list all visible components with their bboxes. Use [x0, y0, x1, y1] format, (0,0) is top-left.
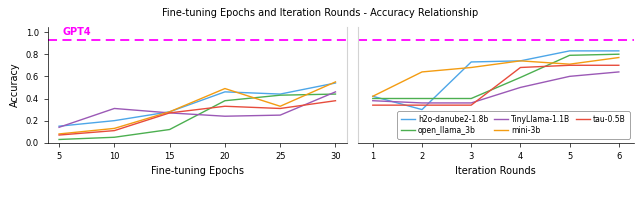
X-axis label: Fine-tuning Epochs: Fine-tuning Epochs: [151, 166, 244, 176]
Text: Fine-tuning Epochs and Iteration Rounds - Accuracy Relationship: Fine-tuning Epochs and Iteration Rounds …: [162, 8, 478, 18]
Y-axis label: Accuracy: Accuracy: [10, 62, 20, 107]
Legend: h2o-danube2-1.8b, open_llama_3b, TinyLlama-1.1B, mini-3b, tau-0.5B: h2o-danube2-1.8b, open_llama_3b, TinyLla…: [397, 111, 630, 139]
Text: GPT4: GPT4: [62, 27, 91, 37]
X-axis label: Iteration Rounds: Iteration Rounds: [456, 166, 536, 176]
